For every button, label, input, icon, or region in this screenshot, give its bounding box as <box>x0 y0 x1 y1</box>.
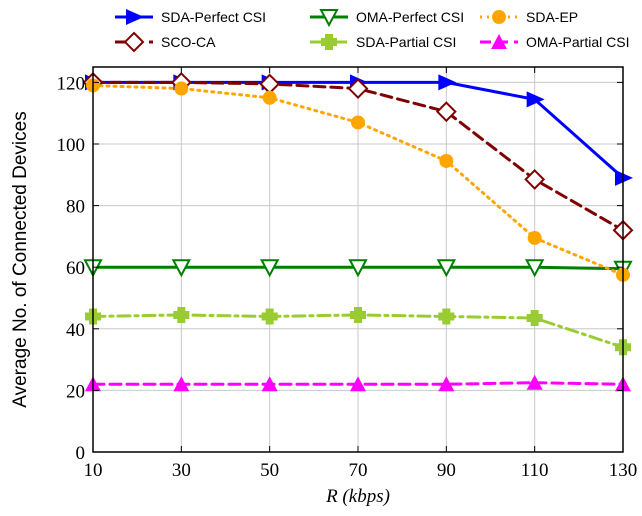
data-point <box>526 91 545 108</box>
data-point <box>351 115 365 130</box>
data-point <box>438 308 455 325</box>
data-point <box>350 376 366 392</box>
data-point <box>262 90 277 105</box>
legend-entry: OMA-Perfect CSI <box>310 9 464 28</box>
legend-marker <box>491 34 507 49</box>
legend-entry: SCO-CA <box>115 31 216 53</box>
y-tick-label: 120 <box>57 73 86 94</box>
y-tick-label: 60 <box>66 258 85 279</box>
data-point <box>261 376 278 392</box>
legend-entry: SDA-EP <box>480 9 578 25</box>
legend-marker <box>123 31 145 53</box>
legend-entry: OMA-Partial CSI <box>480 34 629 50</box>
series-sda-partial-csi <box>85 306 631 356</box>
data-point <box>173 376 190 392</box>
legend-label: SDA-Perfect CSI <box>161 9 266 25</box>
y-tick-label: 0 <box>76 443 86 464</box>
x-tick-label: 50 <box>260 460 279 481</box>
data-point <box>261 308 278 325</box>
legend-entry: SDA-Perfect CSI <box>115 9 266 25</box>
x-tick-label: 10 <box>84 460 103 481</box>
x-tick-label: 130 <box>609 460 638 481</box>
data-point <box>439 153 454 168</box>
y-tick-label: 40 <box>66 320 85 341</box>
data-point <box>438 74 457 91</box>
data-point <box>526 310 543 327</box>
data-point <box>350 306 366 323</box>
legend-label: SDA-EP <box>526 9 578 25</box>
legend-label: SDA-Partial CSI <box>356 34 456 50</box>
data-point <box>526 374 543 390</box>
data-point <box>171 259 191 278</box>
series-oma-partial-csi <box>85 374 631 392</box>
legend-label: SCO-CA <box>161 34 216 50</box>
data-point <box>259 259 280 278</box>
legend-marker <box>321 34 337 50</box>
y-tick-label: 20 <box>66 381 85 402</box>
legend: SDA-Perfect CSI SCO-CA OMA-Perfect CSI SDA-… <box>115 9 629 53</box>
legend-label: OMA-Partial CSI <box>526 34 629 50</box>
x-tick-label: 110 <box>521 460 549 481</box>
y-tick-label: 100 <box>57 135 86 156</box>
x-tick-label: 90 <box>437 460 456 481</box>
data-point <box>436 259 457 278</box>
x-tick-label: 30 <box>172 460 191 481</box>
data-point <box>435 101 457 123</box>
y-axis-label: Average No. of Connected Devices <box>10 111 31 407</box>
data-point <box>438 376 455 392</box>
legend-entry: SDA-Partial CSI <box>310 34 456 50</box>
legend-marker <box>319 9 339 28</box>
data-point <box>347 78 369 99</box>
series-oma-perfect-csi <box>83 259 633 279</box>
legend-marker <box>126 9 144 25</box>
data-point <box>173 306 190 323</box>
data-point <box>525 259 545 278</box>
data-point <box>615 169 633 186</box>
data-point <box>524 169 546 190</box>
y-tick-label: 80 <box>66 197 85 218</box>
legend-marker <box>492 10 506 24</box>
x-tick-label: 70 <box>349 460 368 481</box>
legend-label: OMA-Perfect CSI <box>356 9 464 25</box>
data-point <box>527 230 542 245</box>
data-point <box>174 81 189 96</box>
axes-ticks: 10 30 50 70 90 110 130 0 20 40 60 80 100 120 <box>57 67 638 481</box>
data-point <box>348 259 368 278</box>
x-axis-label: R (kbps) <box>325 486 390 507</box>
series-sda-ep <box>86 78 630 282</box>
series-layer <box>82 71 634 392</box>
